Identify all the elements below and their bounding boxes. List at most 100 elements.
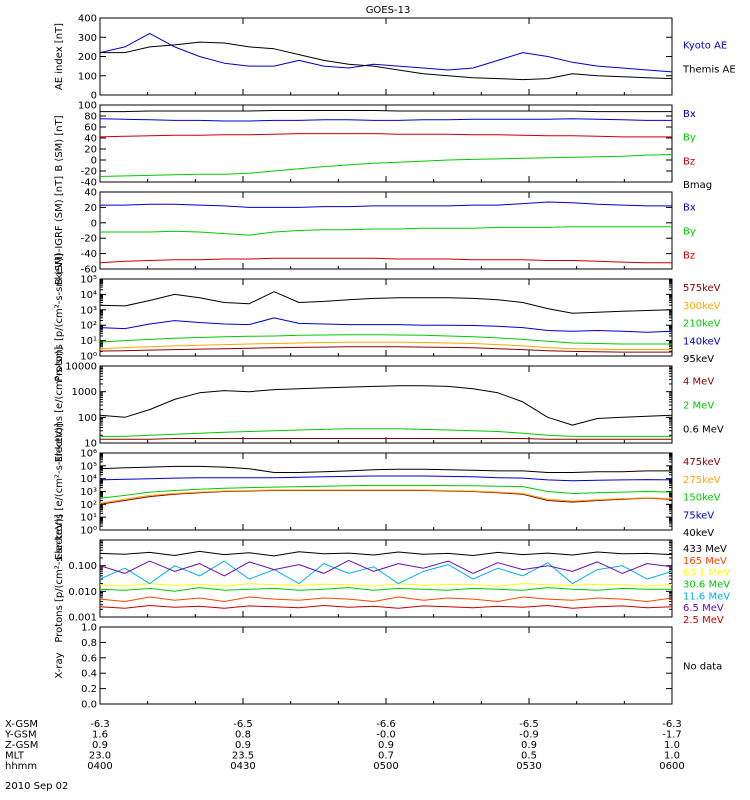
series-line-300kev [100,341,672,351]
series-line-40kev [100,465,672,473]
ephemeris-value: 1.0 [664,740,680,751]
y-tick-label: 200 [78,52,97,63]
legend-entry-4-mev: 4 MeV [683,377,714,388]
y-tick-label: 60 [84,123,97,134]
y-tick-label: 10⁰ [80,352,97,363]
date-label: 2010 Sep 02 [5,781,68,792]
ephemeris-value: -6.5 [519,719,539,730]
y-tick-label: -40 [81,178,97,189]
ephemeris-value: 23.5 [232,751,254,762]
ephemeris-row-label: MLT [5,751,25,762]
legend-entry-themis-ae: Themis AE [682,65,736,76]
y-tick-label: -60 [81,265,97,276]
y-axis-label: B (SM)-IGRF (SM) [nT] [54,176,65,285]
legend-entry-210kev: 210keV [683,319,721,330]
y-tick-label: 10⁰ [80,526,97,537]
series-line-6.5-mev [100,559,672,577]
y-tick-label: 0.6 [81,653,97,664]
series-line-165-mev [100,596,672,602]
legend-entry-bz: Bz [683,156,695,167]
y-tick-label: 10⁵ [80,461,97,472]
series-line-bmag [100,110,672,113]
ephemeris-value: 0400 [87,761,112,772]
series-line-kyoto-ae [100,32,672,73]
ephemeris-row-label: Y-GSM [4,730,37,741]
legend-entry-by: By [683,133,696,144]
y-tick-label: 40 [84,188,97,199]
ephemeris-row-label: hhmm [5,761,37,772]
y-tick-label: 100 [78,413,97,424]
legend-entry-475kev: 475keV [683,457,721,468]
series-line-30.6-mev [100,587,672,592]
y-tick-label: 10² [80,321,97,332]
y-tick-label: 0.010 [68,587,97,598]
series-line-95kev [100,291,672,314]
panel-frame [99,626,673,705]
ephemeris-value: 0.7 [378,751,394,762]
y-tick-label: -40 [81,249,97,260]
y-tick-label: -20 [81,167,97,178]
ephemeris-value: 1.6 [92,730,108,741]
series-line-bx [100,118,672,122]
series-line-0.6-mev [100,385,672,426]
ephemeris-value: -0.0 [376,730,396,741]
y-axis-label: B (SM) [nT] [54,115,65,171]
series-line-63.1-mev [100,583,672,587]
series-line-bz [100,133,672,138]
y-tick-label: 100 [78,101,97,112]
y-tick-label: 0.4 [81,669,97,680]
ephemeris-row-label: X-GSM [5,719,38,730]
y-tick-label: 1000 [72,387,97,398]
ephemeris-value: -0.9 [519,730,539,741]
panel-frame [99,365,673,444]
ephemeris-value: 0.8 [235,730,251,741]
y-tick-label: 0.100 [68,561,97,572]
ephemeris-value: 23.0 [89,751,111,762]
series-line-11.6-mev [100,560,672,585]
y-tick-label: 0.2 [81,684,97,695]
legend-entry-kyoto-ae: Kyoto AE [683,41,727,52]
y-tick-label: 10⁴ [80,290,97,301]
series-line-575kev [100,346,672,353]
y-axis-label: X-ray [54,652,65,678]
legend-entry-6.5-mev: 6.5 MeV [683,603,724,614]
y-tick-label: 0 [91,91,97,102]
series-line-210kev [100,334,672,345]
y-tick-label: 100 [78,71,97,82]
y-tick-label: 20 [84,203,97,214]
ephemeris-value: 0.9 [521,740,537,751]
legend-entry-bmag: Bmag [683,180,712,191]
y-axis-label: Electrons [e/(cm²-s-sr-keV)] [54,423,65,560]
ephemeris-value: 1.0 [664,751,680,762]
legend-entry-bz: Bz [683,251,695,262]
y-axis-label: Protons [p/(cm²-s-sr-keV)] [54,514,65,642]
legend-entry-30.6-mev: 30.6 MeV [683,580,730,591]
legend-entry-275kev: 275keV [683,475,721,486]
series-line-150kev [100,484,672,499]
ephemeris-value: 0530 [516,761,541,772]
ephemeris-value: 0500 [373,761,398,772]
ephemeris-value: 0.5 [521,751,537,762]
legend-entry-575kev: 575keV [683,283,721,294]
ephemeris-value: -6.3 [90,719,110,730]
y-axis-label: Electrons [e/(cm²-s-sr)] [54,347,65,463]
panel-frame [99,278,673,357]
series-line-4-mev [100,438,672,440]
ephemeris-value: -1.7 [662,730,682,741]
y-tick-label: 80 [84,112,97,123]
y-tick-label: 0.8 [81,638,97,649]
legend-entry-95kev: 95keV [683,354,714,365]
ephemeris-value: -6.6 [376,719,396,730]
ephemeris-value: -6.3 [662,719,682,730]
y-tick-label: 10 [84,439,97,450]
series-line-433-mev [100,550,672,557]
figure-title: GOES-13 [366,5,411,16]
ephemeris-value: -6.5 [233,719,253,730]
legend-entry-2.5-mev: 2.5 MeV [683,615,724,626]
panel-xray: 0.0 0.2 0.4 0.6 0.8 1.0 X-ray No data [54,623,722,711]
